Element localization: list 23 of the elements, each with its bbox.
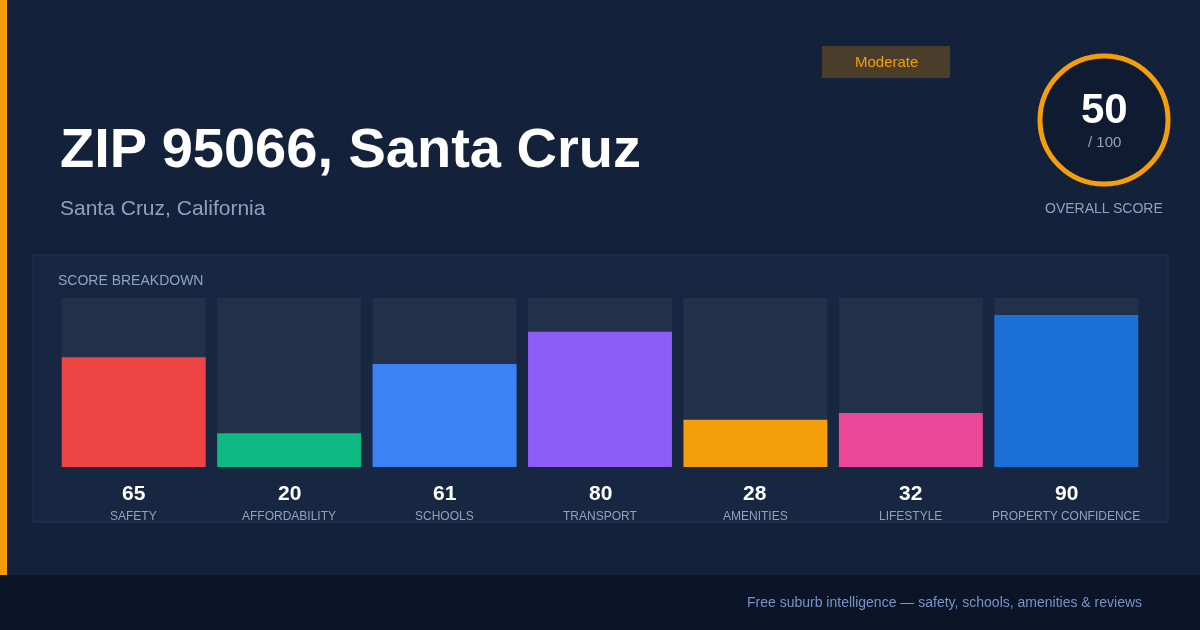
- text: OVERALL SCORE: [1045, 200, 1163, 216]
- text: SCORE BREAKDOWN: [58, 272, 204, 288]
- text: Free suburb intelligence — safety, schools, amenities & reviews: [747, 594, 1143, 610]
- data-label: 20: [278, 481, 302, 504]
- x-tick-label: PROPERTY CONFIDENCE: [992, 509, 1141, 523]
- data-label: 32: [899, 481, 923, 504]
- x-tick-label: TRANSPORT: [563, 509, 638, 523]
- x-tick-label: AMENITIES: [723, 509, 788, 523]
- x-tick-label: AFFORDABILITY: [242, 509, 337, 523]
- chart-subtitle: Santa Cruz, California: [60, 196, 266, 219]
- data-label: 28: [743, 481, 767, 504]
- data-label: 90: [1055, 481, 1079, 504]
- text: 50: [1081, 85, 1128, 132]
- text: Moderate: [855, 53, 919, 70]
- data-label: 80: [589, 481, 613, 504]
- x-tick-label: SAFETY: [110, 509, 157, 523]
- bar: [217, 433, 362, 467]
- chart-title: ZIP 95066, Santa Cruz: [60, 116, 641, 179]
- x-tick-label: SCHOOLS: [415, 509, 474, 523]
- text: / 100: [1088, 133, 1122, 150]
- data-label: 65: [122, 481, 146, 504]
- x-tick-label: LIFESTYLE: [879, 509, 943, 523]
- data-label: 61: [433, 481, 457, 504]
